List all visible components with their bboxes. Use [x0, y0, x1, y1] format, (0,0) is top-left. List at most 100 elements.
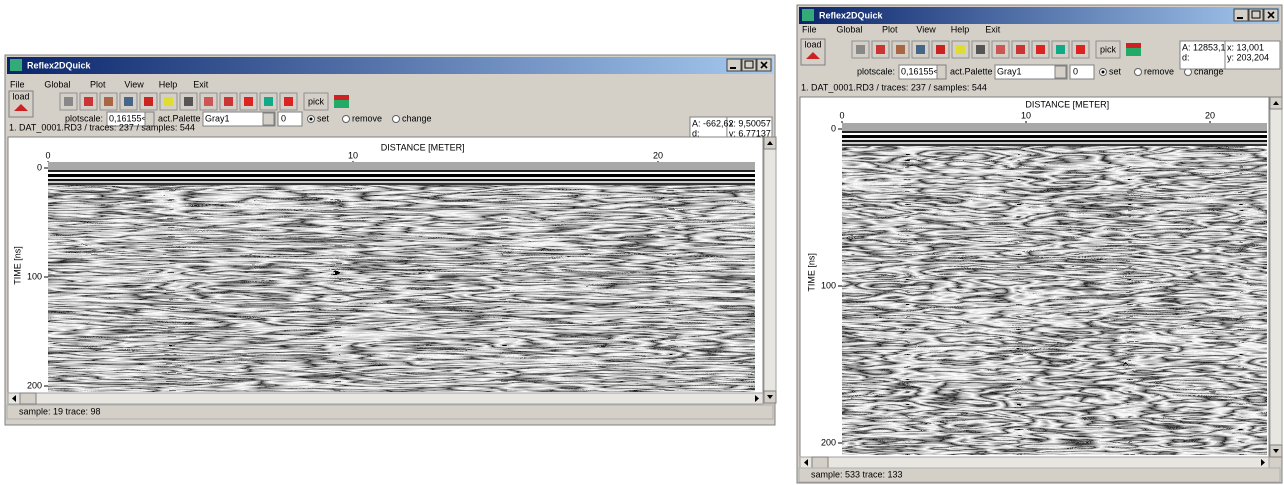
surface-band — [48, 172, 755, 174]
menu-item[interactable]: Exit — [985, 24, 1001, 34]
menu-item[interactable]: Help — [951, 24, 970, 34]
tool-icon — [916, 45, 925, 54]
tool-icon — [936, 45, 945, 54]
tool-icon — [224, 97, 233, 106]
minimize-button[interactable] — [727, 59, 741, 71]
tool-icon — [956, 45, 965, 54]
status-text: sample: 533 trace: 133 — [811, 469, 903, 479]
tool-icon — [856, 45, 865, 54]
minimize-button[interactable] — [1234, 9, 1248, 21]
screenshot: Reflex2DQuickFileGlobalPlotViewHelpExitl… — [0, 0, 1284, 485]
page: {"windows":[ {"title":"Reflex2DQuick","m… — [0, 0, 1284, 485]
tool-icon — [184, 97, 193, 106]
x-tick-label: 10 — [1021, 110, 1031, 120]
menu-item[interactable]: View — [124, 79, 144, 89]
tool-icon — [876, 45, 885, 54]
menu-item[interactable]: Global — [44, 79, 70, 89]
radio-dot — [310, 118, 313, 121]
horizontal-scrollbar[interactable] — [800, 457, 1269, 468]
y-tick-label: 100 — [821, 280, 836, 290]
menu-item[interactable]: File — [10, 79, 25, 89]
surface-band — [842, 135, 1267, 138]
readout-x: x: 9,50057 — [729, 118, 771, 128]
menu-item[interactable]: Plot — [882, 24, 898, 34]
tool-icon — [244, 97, 253, 106]
spin-value: 0 — [1073, 66, 1078, 76]
x-tick-label: 0 — [839, 110, 844, 120]
tool-icon — [104, 97, 113, 106]
tool-icon — [144, 97, 153, 106]
radio-label: remove — [352, 113, 382, 123]
readout-a: A: -662,62 — [692, 118, 734, 128]
pick-label: pick — [1100, 44, 1117, 54]
y-tick-label: 0 — [831, 123, 836, 133]
scroll-thumb[interactable] — [812, 457, 828, 468]
tool-icon — [64, 97, 73, 106]
tool-icon — [204, 97, 213, 106]
load-label: load — [12, 91, 29, 101]
y-axis-label: TIME [ns] — [806, 253, 816, 292]
radio-button[interactable] — [393, 116, 400, 123]
window-title: Reflex2DQuick — [819, 10, 884, 20]
palette-icon-top — [334, 95, 349, 100]
menu-item[interactable]: File — [802, 24, 817, 34]
radio-label: remove — [1144, 66, 1174, 76]
tool-icon — [1056, 45, 1065, 54]
surface-band — [842, 133, 1267, 135]
menu-item[interactable]: Help — [159, 79, 178, 89]
pick-label: pick — [308, 96, 325, 106]
radargram — [842, 123, 1267, 455]
readout-a: A: 12853,1 — [1182, 42, 1226, 52]
palette-label: act.Palette — [950, 66, 993, 76]
radio-dot — [1102, 71, 1105, 74]
tool-icon — [1016, 45, 1025, 54]
app-icon — [10, 59, 22, 71]
radio-button[interactable] — [343, 116, 350, 123]
tool-icon — [1036, 45, 1045, 54]
surface-band — [48, 183, 755, 185]
plotscale-value: 0,16155< — [901, 66, 939, 76]
scroll-thumb[interactable] — [20, 393, 36, 404]
y-axis-label: TIME [ns] — [12, 246, 22, 285]
radio-label: set — [1109, 66, 1122, 76]
menu-item[interactable]: Plot — [90, 79, 106, 89]
tool-icon — [84, 97, 93, 106]
tool-icon — [284, 97, 293, 106]
file-info: 1. DAT_0001.RD3 / traces: 237 / samples:… — [801, 82, 987, 92]
window-title: Reflex2DQuick — [27, 60, 92, 70]
app-icon — [802, 9, 814, 21]
surface-band — [842, 138, 1267, 140]
menu-item[interactable]: View — [916, 24, 936, 34]
x-tick-label: 20 — [1205, 110, 1215, 120]
plotscale-spin[interactable] — [937, 65, 946, 79]
x-tick-label: 0 — [45, 150, 50, 160]
radio-label: change — [402, 113, 432, 123]
status-text: sample: 19 trace: 98 — [19, 406, 101, 416]
vertical-scrollbar[interactable] — [1270, 97, 1282, 457]
radio-button[interactable] — [1185, 69, 1192, 76]
radio-label: set — [317, 113, 330, 123]
plotscale-label: plotscale: — [857, 66, 895, 76]
vertical-scrollbar[interactable] — [764, 137, 776, 403]
menu-item[interactable]: Global — [836, 24, 862, 34]
surface-band — [48, 170, 755, 172]
readout-y: y: 203,204 — [1227, 52, 1269, 62]
palette-value: Gray1 — [205, 113, 230, 123]
radargram — [48, 162, 755, 392]
surface-band — [842, 131, 1267, 133]
tool-icon — [264, 97, 273, 106]
menu-item[interactable]: Exit — [193, 79, 209, 89]
tool-icon — [1076, 45, 1085, 54]
air-band — [842, 123, 1267, 131]
palette-icon-top — [1126, 43, 1141, 48]
x-tick-label: 20 — [653, 150, 663, 160]
palette-drop — [263, 113, 274, 125]
y-tick-label: 0 — [37, 162, 42, 172]
tool-icon — [124, 97, 133, 106]
horizontal-scrollbar[interactable] — [8, 393, 763, 404]
tool-icon — [976, 45, 985, 54]
radio-button[interactable] — [1135, 69, 1142, 76]
surface-band — [48, 181, 755, 183]
y-tick-label: 200 — [27, 380, 42, 390]
